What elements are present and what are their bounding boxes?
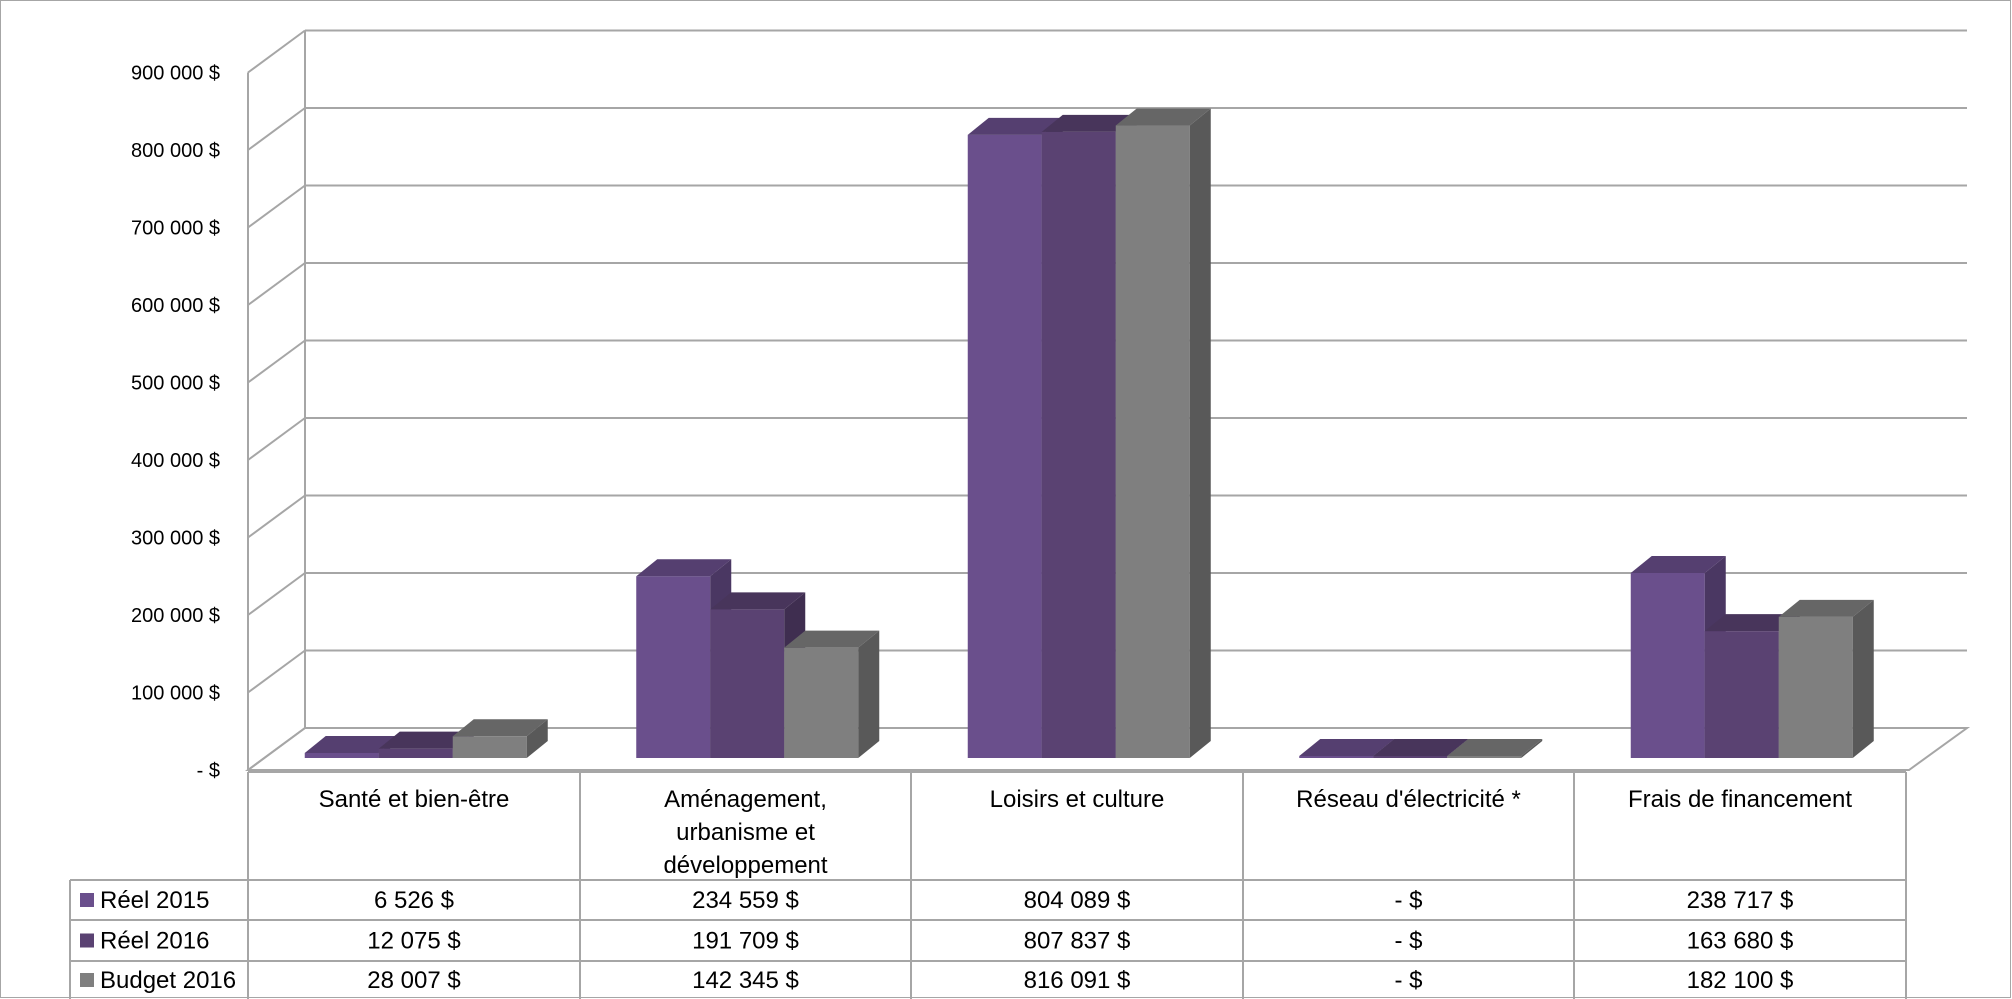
bar-front xyxy=(1705,631,1779,758)
bar-front xyxy=(636,576,710,758)
data-table-value: 142 345 $ xyxy=(692,967,799,994)
y-tick-label: 500 000 $ xyxy=(131,373,220,395)
bar-side xyxy=(1190,109,1211,758)
y-tick-label: 400 000 $ xyxy=(131,450,220,472)
y-tick-label: 300 000 $ xyxy=(131,528,220,550)
data-table-value: 234 559 $ xyxy=(692,887,799,914)
category-label: Réseau d'électricité * xyxy=(1296,786,1521,813)
legend-series-name: Réel 2015 xyxy=(100,887,209,914)
gridline-side xyxy=(248,651,305,693)
data-table-value: 28 007 $ xyxy=(367,967,460,994)
data-table-value: 816 091 $ xyxy=(1024,967,1131,994)
data-table-value: 238 717 $ xyxy=(1687,887,1794,914)
legend-swatch xyxy=(80,893,94,907)
bar-front xyxy=(1299,756,1373,758)
bar-front xyxy=(1042,132,1116,758)
bar-front xyxy=(453,736,527,758)
category-label: urbanisme et xyxy=(676,819,815,846)
data-table-value: 182 100 $ xyxy=(1687,967,1794,994)
data-table-value: 12 075 $ xyxy=(367,928,460,955)
bar-front xyxy=(1116,126,1190,758)
gridline-side xyxy=(248,263,305,305)
gridline-side xyxy=(248,31,305,73)
gridline-side xyxy=(248,108,305,150)
legend-swatch xyxy=(80,973,94,987)
data-table-value: 163 680 $ xyxy=(1687,928,1794,955)
bar-side xyxy=(858,631,879,758)
legend-series-name: Budget 2016 xyxy=(100,967,236,994)
bar-front xyxy=(1631,573,1705,758)
gridline-side xyxy=(248,186,305,228)
y-tick-label: 700 000 $ xyxy=(131,218,220,240)
data-table-value: - $ xyxy=(1394,887,1422,914)
category-label: Loisirs et culture xyxy=(990,786,1165,813)
data-table-value: - $ xyxy=(1394,967,1422,994)
bar-front xyxy=(968,135,1042,758)
data-table-value: 191 709 $ xyxy=(692,928,799,955)
bar-front xyxy=(784,648,858,758)
data-table: Santé et bien-être Aménagement, urbanisme … xyxy=(70,772,1906,999)
y-tick-label: 200 000 $ xyxy=(131,605,220,627)
data-table-value: 6 526 $ xyxy=(374,887,454,914)
gridline-side xyxy=(248,341,305,383)
category-label: Aménagement, xyxy=(664,786,827,813)
bar-front xyxy=(1373,756,1447,758)
data-table-value: - $ xyxy=(1394,928,1422,955)
y-tick-label: 800 000 $ xyxy=(131,140,220,162)
data-table-value: 807 837 $ xyxy=(1024,928,1131,955)
category-label: développement xyxy=(663,852,827,879)
data-table-value: 804 089 $ xyxy=(1024,887,1131,914)
bar-front xyxy=(710,609,784,758)
bar-front xyxy=(1779,617,1853,758)
legend-series-name: Réel 2016 xyxy=(100,928,209,955)
bar-front xyxy=(305,753,379,758)
y-tick-label: - $ xyxy=(197,760,220,782)
bars xyxy=(305,109,1874,758)
y-tick-label: 600 000 $ xyxy=(131,295,220,317)
legend-swatch xyxy=(80,934,94,948)
category-label: Santé et bien-être xyxy=(319,786,510,813)
y-tick-label: 100 000 $ xyxy=(131,683,220,705)
y-axis-ticks: - $ 100 000 $ 200 000 $ 300 000 $ 400 000 $ 5… xyxy=(131,63,220,783)
category-label: Frais de financement xyxy=(1628,786,1852,813)
bar-side xyxy=(1853,600,1874,758)
gridline-side xyxy=(248,573,305,615)
y-tick-label: 900 000 $ xyxy=(131,63,220,85)
gridline-side xyxy=(248,728,305,770)
gridline-side xyxy=(248,496,305,538)
bar-front xyxy=(1447,756,1521,758)
bar-front xyxy=(379,749,453,758)
gridline-side xyxy=(248,418,305,460)
